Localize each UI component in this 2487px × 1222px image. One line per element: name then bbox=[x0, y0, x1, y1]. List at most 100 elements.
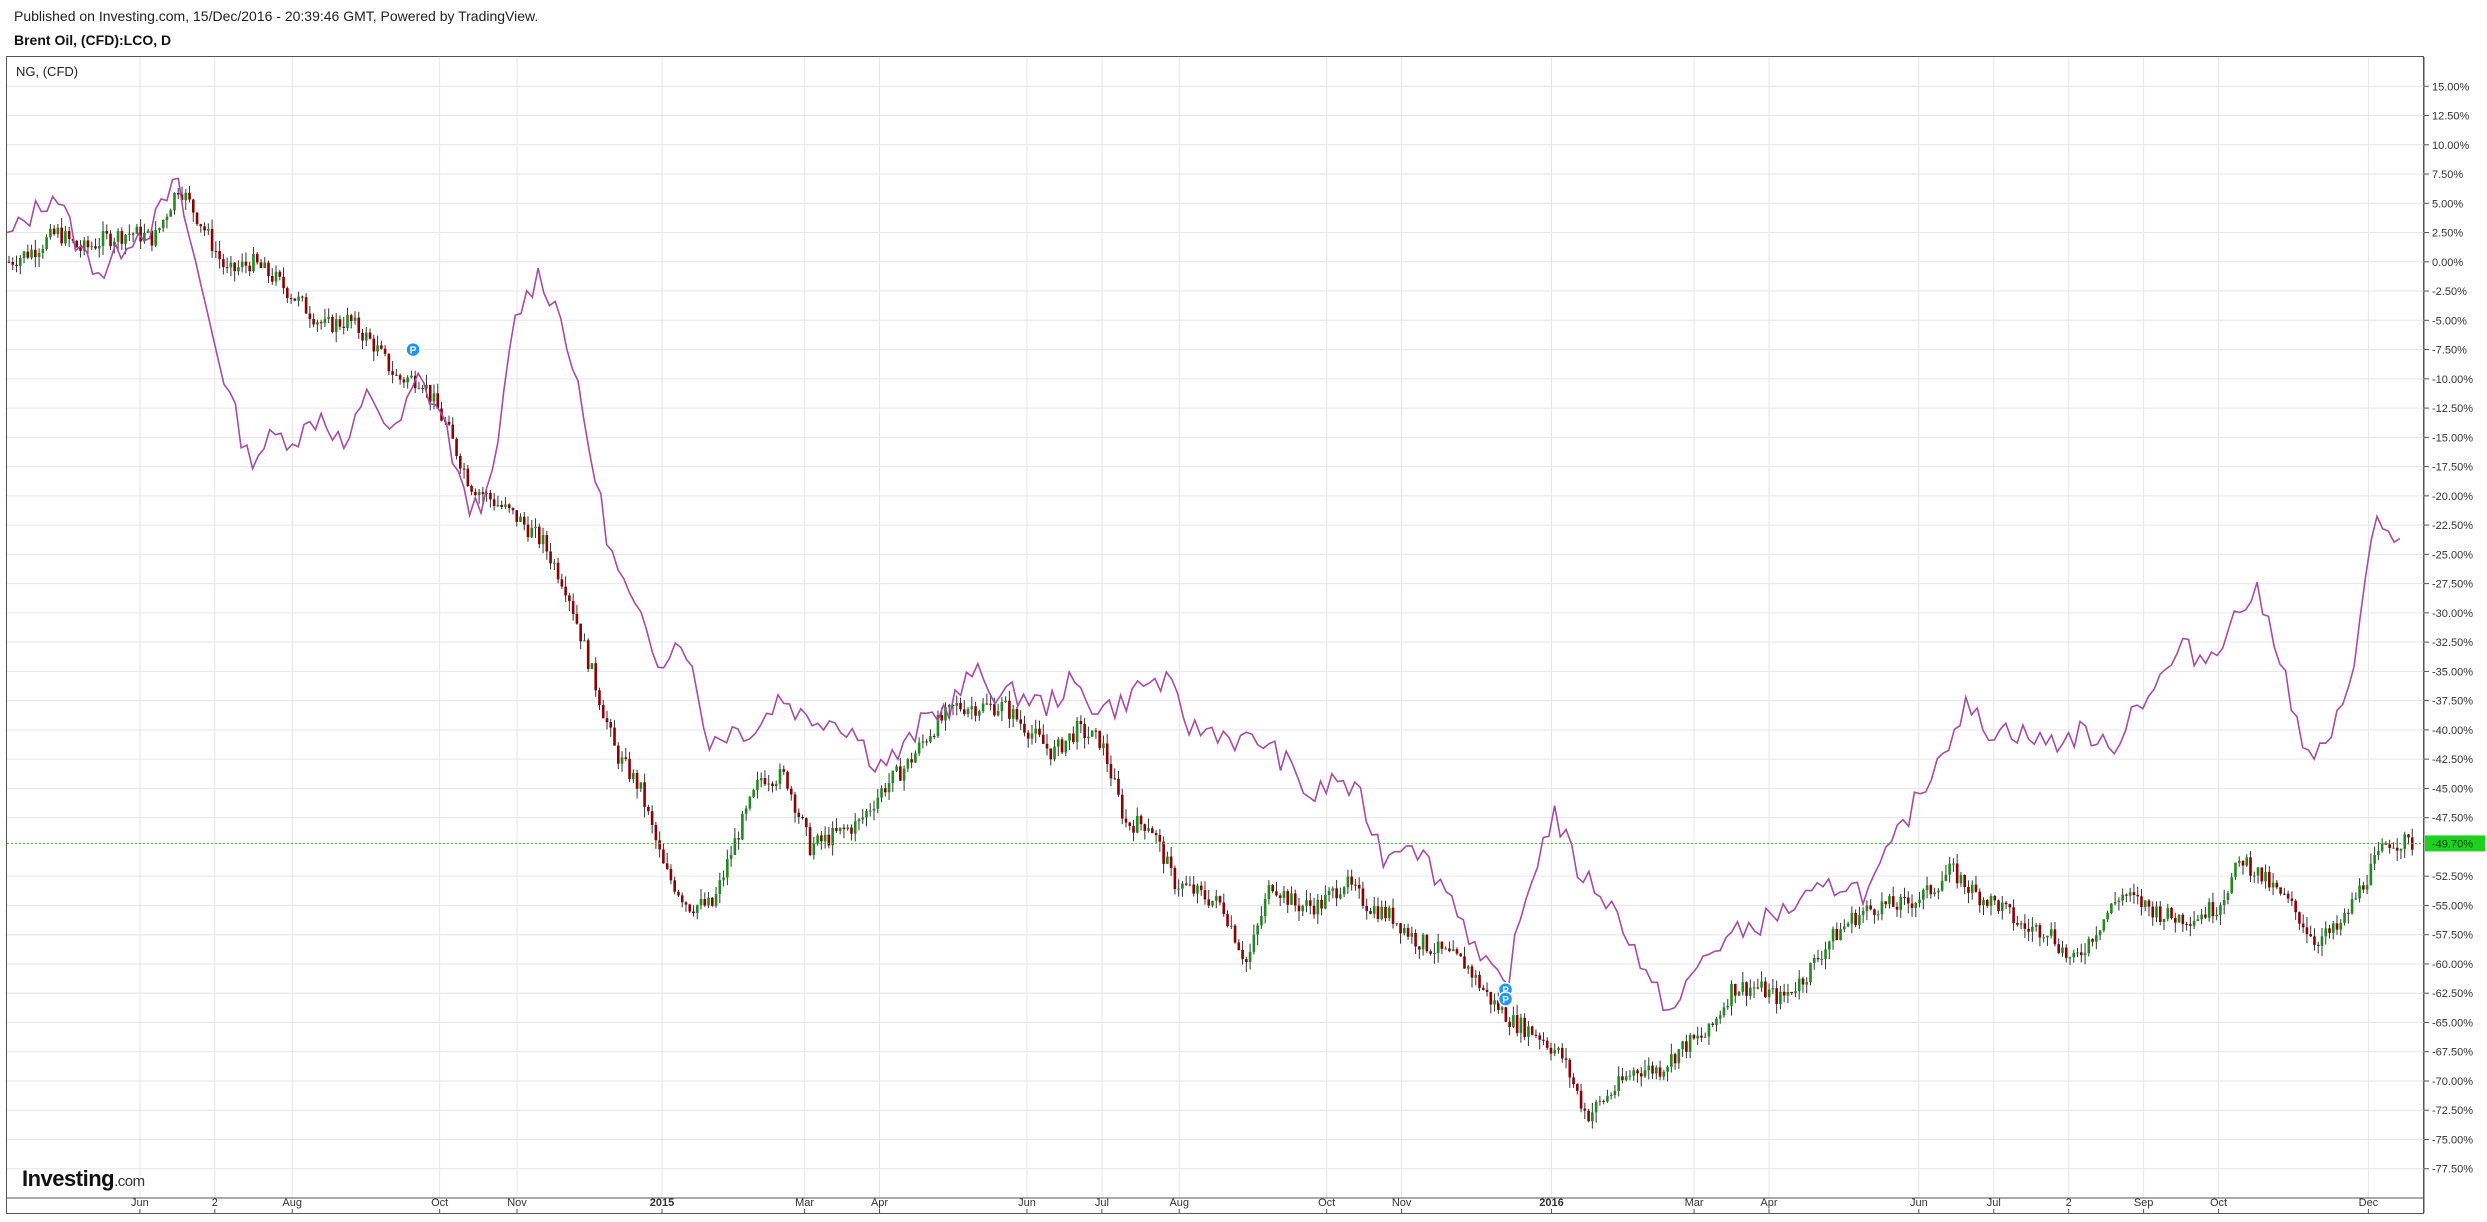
candle-body bbox=[2365, 885, 2369, 890]
candle-body bbox=[985, 703, 989, 705]
candle-body bbox=[1004, 700, 1007, 703]
candle-body bbox=[1568, 1059, 1572, 1078]
candle-body bbox=[575, 613, 579, 624]
candle-body bbox=[489, 492, 492, 500]
candle-body bbox=[90, 246, 94, 248]
candle-body bbox=[1421, 934, 1425, 950]
candle-body bbox=[1606, 1095, 1609, 1102]
candle-body bbox=[387, 353, 391, 372]
candle-body bbox=[1677, 1049, 1681, 1064]
candle-body bbox=[1324, 894, 1327, 909]
candle-body bbox=[2147, 900, 2151, 907]
candle-body bbox=[1955, 863, 1959, 884]
candle-body bbox=[301, 296, 304, 298]
candle-body bbox=[917, 742, 921, 754]
candle-body bbox=[974, 706, 977, 716]
candle-body bbox=[447, 421, 451, 425]
candle-body bbox=[2268, 871, 2271, 888]
candle-body bbox=[2204, 914, 2207, 918]
candle-body bbox=[793, 794, 797, 813]
candle-body bbox=[929, 735, 932, 742]
candle-body bbox=[361, 332, 364, 341]
candle-body bbox=[323, 318, 327, 324]
candle-body bbox=[1485, 989, 1489, 992]
candle-body bbox=[925, 741, 928, 743]
candle-body bbox=[1963, 874, 1966, 887]
candle-body bbox=[1861, 910, 1865, 915]
candle-body bbox=[218, 251, 221, 260]
candle-body bbox=[1820, 958, 1824, 960]
candle-body bbox=[2053, 929, 2057, 945]
candle-body bbox=[2339, 922, 2343, 930]
candle-body bbox=[1651, 1065, 1654, 1074]
candle-body bbox=[1391, 907, 1395, 924]
published-caption: Published on Investing.com, 15/Dec/2016 … bbox=[14, 8, 539, 24]
candle-body bbox=[605, 718, 609, 723]
candle-body bbox=[1478, 974, 1481, 988]
candle-body bbox=[338, 319, 342, 327]
candle-body bbox=[650, 811, 654, 825]
candle-body bbox=[7, 261, 11, 263]
candle-body bbox=[2091, 938, 2094, 942]
candle-body bbox=[2038, 925, 2042, 938]
candle-body bbox=[1997, 900, 2000, 911]
candle-body bbox=[914, 753, 917, 763]
x-tick-label: 2 bbox=[212, 1197, 218, 1209]
y-tick-label: -70.00% bbox=[2432, 1076, 2473, 1088]
candle-body bbox=[850, 827, 853, 834]
candle-body bbox=[2095, 935, 2098, 942]
candle-body bbox=[150, 230, 154, 246]
candle-body bbox=[2192, 920, 2196, 926]
candle-body bbox=[2158, 906, 2162, 922]
candle-body bbox=[1075, 720, 1079, 743]
candle-body bbox=[996, 711, 1000, 716]
candle-body bbox=[120, 231, 124, 244]
candle-body bbox=[823, 834, 827, 842]
candle-body bbox=[718, 880, 722, 894]
candle-body bbox=[1301, 905, 1305, 912]
candle-body bbox=[372, 338, 376, 352]
candle-body bbox=[1952, 863, 1955, 865]
candle-body bbox=[49, 228, 52, 238]
x-tick-label: Dec bbox=[2359, 1197, 2379, 1209]
candle-body bbox=[398, 375, 402, 380]
candle-body bbox=[97, 245, 101, 249]
candle-body bbox=[568, 595, 571, 602]
candle-body bbox=[1745, 982, 1748, 996]
candle-body bbox=[2380, 843, 2384, 851]
candle-body bbox=[910, 759, 913, 763]
candle-body bbox=[252, 253, 255, 272]
candle-body bbox=[1576, 1084, 1579, 1091]
candle-body bbox=[455, 438, 458, 456]
candle-body bbox=[583, 640, 586, 642]
candle-body bbox=[853, 821, 857, 834]
candle-body bbox=[1880, 901, 1884, 915]
candle-body bbox=[1854, 913, 1857, 926]
candle-body bbox=[1922, 890, 1925, 900]
candle-body bbox=[673, 880, 676, 892]
candle-body bbox=[654, 824, 658, 841]
candle-body bbox=[1211, 900, 1214, 906]
candle-body bbox=[947, 704, 951, 708]
candle-body bbox=[94, 246, 97, 249]
candle-body bbox=[1481, 987, 1485, 990]
candle-body bbox=[1752, 987, 1756, 989]
candle-body bbox=[677, 891, 680, 896]
candle-body bbox=[1888, 896, 1891, 905]
candle-body bbox=[1293, 893, 1297, 906]
candle-body bbox=[75, 240, 78, 248]
candle-body bbox=[921, 741, 925, 743]
candle-body bbox=[1583, 1108, 1587, 1111]
candle-body bbox=[1670, 1054, 1673, 1067]
candle-body bbox=[993, 704, 996, 716]
candle-body bbox=[346, 315, 349, 328]
candle-body bbox=[161, 220, 165, 229]
candle-body bbox=[2049, 929, 2053, 936]
candle-body bbox=[978, 711, 981, 716]
y-tick-label: -12.50% bbox=[2432, 403, 2473, 415]
candle-body bbox=[763, 778, 767, 785]
y-tick-label: -22.50% bbox=[2432, 520, 2473, 532]
candle-body bbox=[620, 757, 624, 764]
candle-body bbox=[1064, 740, 1068, 753]
